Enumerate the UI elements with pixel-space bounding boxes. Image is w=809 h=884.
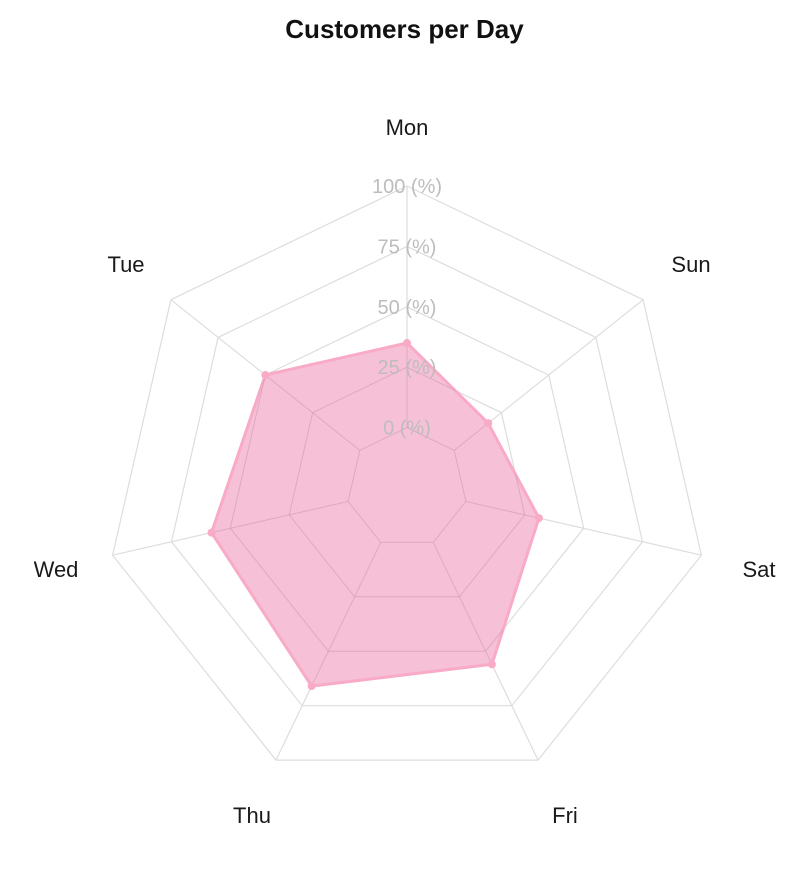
tick-label: 75 (%) [378,236,437,258]
tick-label: 25 (%) [378,357,437,379]
axis-label-thu: Thu [233,803,271,828]
chart-title: Customers per Day [285,14,524,44]
tick-label: 50 (%) [378,297,437,319]
series-area [210,341,541,688]
grid-ring-overlay [347,427,467,543]
axis-label-mon: Mon [386,115,429,140]
axis-label-tue: Tue [107,252,144,277]
axis-label-fri: Fri [552,803,578,828]
grid-spoke-overlay [465,500,539,556]
data-point [261,371,270,380]
radar-tick-labels: 0 (%) 25 (%) 50 (%) 75 (%) 100 (%) [372,176,442,440]
data-point [484,419,493,428]
grid-spoke-overlay [211,500,349,556]
grid-spoke-overlay [275,542,382,687]
grid-ring [170,245,644,707]
tick-label: 100 (%) [372,176,442,198]
data-point [207,528,216,537]
axis-label-wed: Wed [34,557,79,582]
radar-axis-labels: Mon Tue Wed Thu Fri Sat Sun [34,115,776,828]
grid-ring-overlay [229,343,539,652]
tick-label: 0 (%) [383,418,431,440]
grid-ring [111,185,703,761]
axis-label-sat: Sat [742,557,775,582]
radar-series [207,339,543,691]
data-point [307,682,316,691]
grid-spoke-overlay [432,542,539,687]
data-point [534,514,543,523]
data-point [403,339,411,348]
data-point [487,660,496,669]
axis-label-sun: Sun [671,252,710,277]
